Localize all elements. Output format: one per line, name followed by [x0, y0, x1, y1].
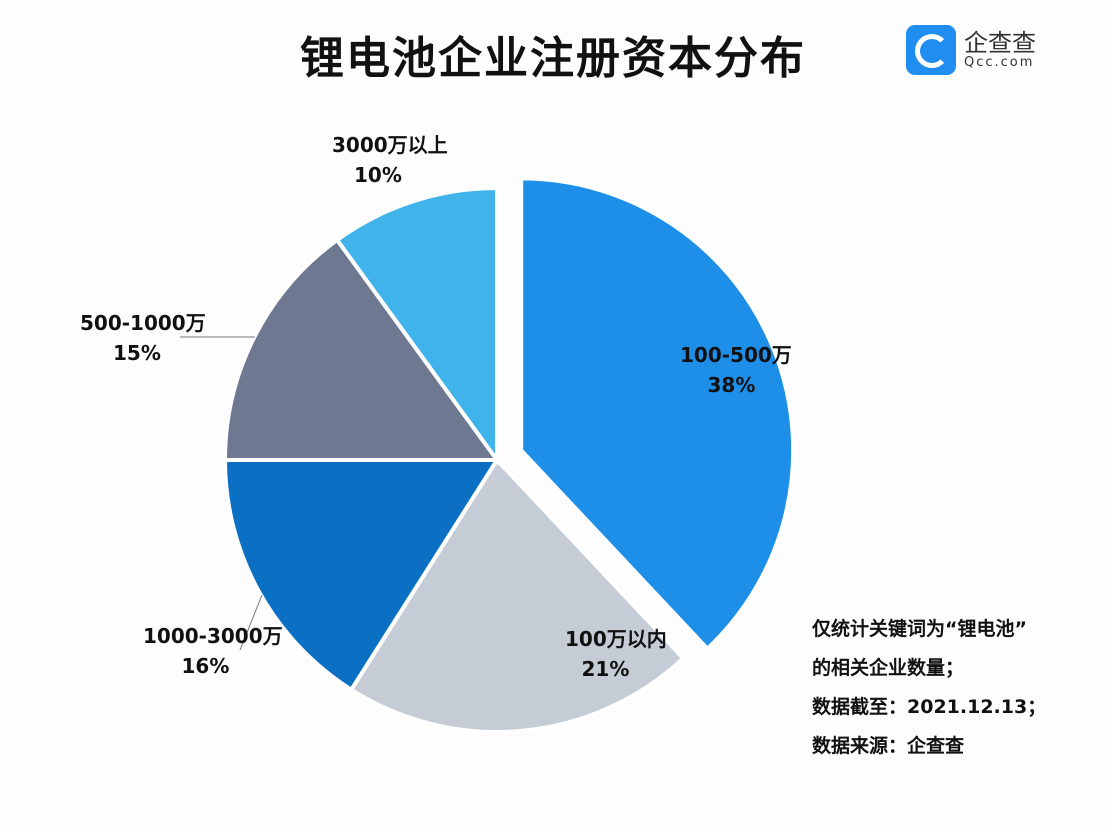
leader-line	[239, 594, 263, 651]
logo-en-text: Qcc.com	[964, 55, 1035, 71]
slice-percent-label: 16%	[182, 654, 230, 678]
pie-slice	[222, 458, 501, 693]
slice-category-label: 100-500万	[680, 343, 792, 367]
slice-category-label: 3000万以上	[332, 133, 448, 157]
note-line: 仅统计关键词为“锂电池”	[812, 618, 1027, 640]
pie-slice	[348, 456, 687, 734]
note-line: 数据截至：2021.12.13；	[812, 696, 1047, 718]
pie-slice	[519, 176, 796, 652]
note-line: 的相关企业数量；	[812, 657, 965, 679]
slice-category-label: 100万以内	[565, 627, 667, 651]
slice-category-label: 500-1000万	[80, 311, 206, 335]
slice-percent-label: 38%	[708, 373, 756, 397]
qcc-logo-icon	[906, 25, 956, 75]
footnote: 仅统计关键词为“锂电池” 的相关企业数量； 数据截至：2021.12.13； 数…	[812, 610, 1046, 766]
slice-category-label: 1000-3000万	[143, 624, 283, 648]
chart-title: 锂电池企业注册资本分布	[300, 33, 806, 84]
slice-percent-label: 21%	[582, 657, 630, 681]
qcc-logo: 企查查 Qcc.com	[906, 25, 1036, 75]
slice-percent-label: 10%	[354, 163, 402, 187]
note-line: 数据来源：企查查	[812, 735, 965, 757]
slice-percent-label: 15%	[113, 341, 161, 365]
pie-slice	[334, 185, 499, 467]
logo-cn-text: 企查查	[964, 28, 1036, 57]
